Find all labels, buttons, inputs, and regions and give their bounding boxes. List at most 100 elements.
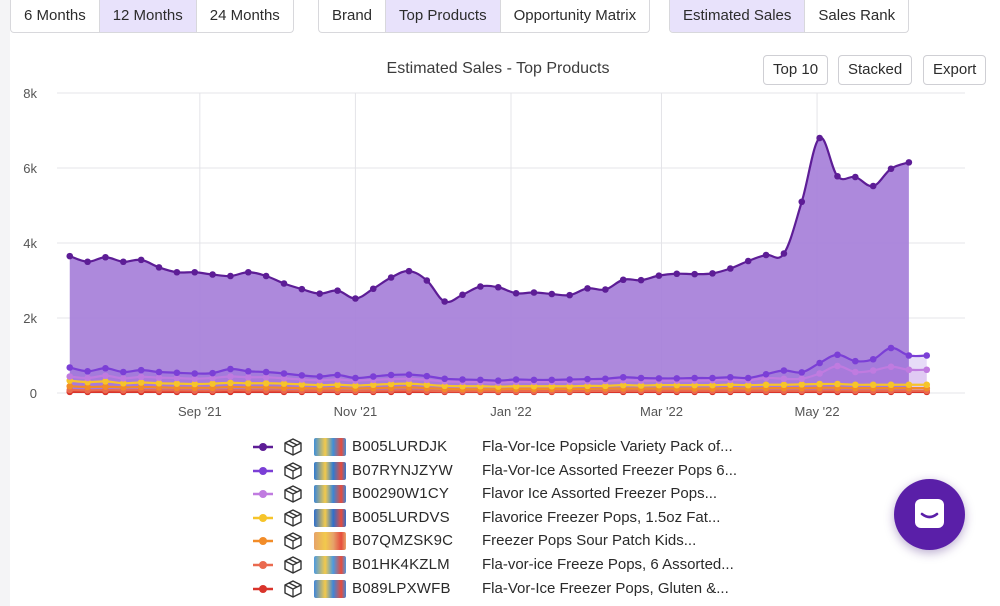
data-point-B005LURDJK (780, 250, 788, 257)
data-point-B00290W1CY (798, 375, 806, 383)
data-point-B005LURDJK (209, 271, 216, 278)
data-point-B005LURDVS (102, 378, 109, 385)
data-point-B07RYNJZYW (352, 374, 359, 382)
data-point-B07RYNJZYW (584, 375, 591, 383)
data-point-B07QMZSK9C (66, 382, 74, 390)
data-point-B00290W1CY (262, 373, 270, 381)
data-point-B00290W1CY (66, 373, 74, 380)
data-point-B07RYNJZYW (459, 376, 466, 383)
legend-item[interactable]: B07RYNJZYW Fla-Vor-Ice Assorted Freezer P… (252, 460, 772, 484)
product-thumbnail (314, 555, 346, 574)
data-point-B07RYNJZYW (66, 364, 74, 371)
stacked-button[interactable]: Stacked (838, 55, 913, 85)
metric-toggle: Estimated Sales Sales Rank (669, 0, 910, 33)
package-icon (284, 556, 302, 574)
legend-marker (253, 584, 273, 593)
legend-item[interactable]: B07QMZSK9C Freezer Pops Sour Patch Kids..… (252, 530, 772, 554)
x-tick-label: Mar '22 (640, 404, 683, 419)
data-point-B07RYNJZYW (280, 370, 288, 377)
data-point-B07RYNJZYW (923, 352, 931, 359)
chat-launcher-button[interactable] (894, 479, 965, 550)
data-point-B005LURDVS (744, 381, 752, 389)
data-point-B005LURDJK (334, 287, 341, 294)
view-top-products[interactable]: Top Products (386, 0, 501, 32)
metric-sales-rank[interactable]: Sales Rank (818, 7, 896, 24)
data-point-B00290W1CY (816, 370, 823, 377)
data-point-B07RYNJZYW (744, 374, 752, 382)
data-point-B005LURDVS (423, 381, 431, 389)
data-point-B07RYNJZYW (816, 359, 823, 367)
data-point-B005LURDVS (280, 380, 288, 387)
period-24-months[interactable]: 24 Months (209, 7, 280, 24)
data-point-B005LURDJK (673, 270, 681, 278)
data-point-B07RYNJZYW (834, 351, 841, 359)
data-point-B07RYNJZYW (369, 373, 377, 380)
data-point-B005LURDVS (887, 381, 895, 389)
data-point-B07RYNJZYW (227, 365, 234, 373)
legend-asin: B07RYNJZYW (352, 461, 453, 479)
data-point-B005LURDJK (727, 265, 734, 272)
legend-item[interactable]: B005LURDVS Flavorice Freezer Pops, 1.5oz … (252, 507, 772, 531)
data-point-B00290W1CY (137, 373, 145, 381)
data-point-B005LURDJK (155, 264, 163, 271)
data-point-B07RYNJZYW (423, 372, 431, 380)
data-point-B005LURDVS (334, 381, 341, 389)
data-point-B00290W1CY (887, 363, 895, 371)
period-6-months[interactable]: 6 Months (11, 0, 100, 32)
legend-item[interactable]: B005LURDJK Fla-Vor-Ice Popsicle Variety P… (252, 436, 772, 460)
data-point-B00290W1CY (120, 375, 127, 382)
data-point-B005LURDJK (227, 272, 234, 280)
metric-estimated-sales[interactable]: Estimated Sales (670, 0, 806, 32)
x-tick-label: May '22 (795, 404, 840, 419)
legend-product-name: Flavor Ice Assorted Freezer Pops... (482, 485, 718, 503)
data-point-B005LURDVS (637, 382, 645, 389)
period-toggle: 6 Months 12 Months 24 Months (10, 0, 294, 33)
legend-item[interactable]: B00290W1CY Flavor Ice Assorted Freezer Po… (252, 483, 772, 507)
package-icon (284, 509, 302, 527)
data-point-B005LURDVS (262, 379, 270, 387)
data-point-B00290W1CY (209, 374, 216, 382)
data-point-B07RYNJZYW (602, 375, 609, 383)
data-point-B07RYNJZYW (637, 374, 645, 382)
view-toggle: Brand Top Products Opportunity Matrix (318, 0, 651, 33)
legend-product-name: Freezer Pops Sour Patch Kids... (482, 532, 697, 550)
data-point-B005LURDJK (816, 134, 823, 142)
product-thumbnail (314, 438, 346, 456)
data-point-B005LURDVS (905, 381, 913, 389)
period-12-months[interactable]: 12 Months (99, 0, 197, 32)
product-thumbnail (314, 508, 346, 527)
data-point-B005LURDVS (780, 381, 788, 389)
data-point-B07RYNJZYW (244, 367, 252, 375)
data-point-B005LURDVS (155, 379, 163, 387)
legend-asin: B07QMZSK9C (352, 532, 454, 550)
data-point-B005LURDJK (405, 267, 413, 275)
data-point-B005LURDJK (244, 268, 252, 276)
legend-item[interactable]: B089LPXWFB Fla-Vor-Ice Freezer Pops, Glut… (252, 578, 772, 602)
data-point-B005LURDJK (120, 258, 127, 266)
data-point-B07RYNJZYW (530, 376, 538, 384)
data-point-B07QMZSK9C (102, 383, 109, 390)
data-point-B005LURDJK (637, 276, 645, 284)
data-point-B07RYNJZYW (120, 368, 127, 376)
data-point-B005LURDVS (244, 379, 252, 387)
view-opportunity-matrix[interactable]: Opportunity Matrix (513, 7, 637, 24)
legend-item[interactable]: B01HK4KZLM Fla-vor-ice Freeze Pops, 6 Ass… (252, 554, 772, 578)
data-point-B07RYNJZYW (548, 376, 556, 384)
data-point-B07RYNJZYW (262, 368, 270, 376)
data-point-B07RYNJZYW (173, 369, 181, 377)
data-point-B00290W1CY (84, 374, 91, 382)
legend-marker (253, 443, 273, 451)
data-point-B07RYNJZYW (316, 373, 324, 380)
data-point-B00290W1CY (102, 372, 109, 380)
view-brand[interactable]: Brand (319, 0, 387, 32)
data-point-B005LURDVS (727, 381, 734, 389)
legend-product-name: Fla-Vor-Ice Assorted Freezer Pops 6... (482, 461, 738, 479)
export-button[interactable]: Export (923, 55, 987, 85)
top-10-button[interactable]: Top 10 (763, 55, 829, 85)
data-point-B005LURDJK (869, 182, 877, 190)
legend-marker (253, 513, 273, 522)
data-point-B005LURDVS (405, 380, 413, 387)
chart-legend: B005LURDJK Fla-Vor-Ice Popsicle Variety P… (252, 436, 772, 601)
data-point-B005LURDVS (762, 381, 770, 389)
data-point-B07RYNJZYW (334, 371, 341, 379)
